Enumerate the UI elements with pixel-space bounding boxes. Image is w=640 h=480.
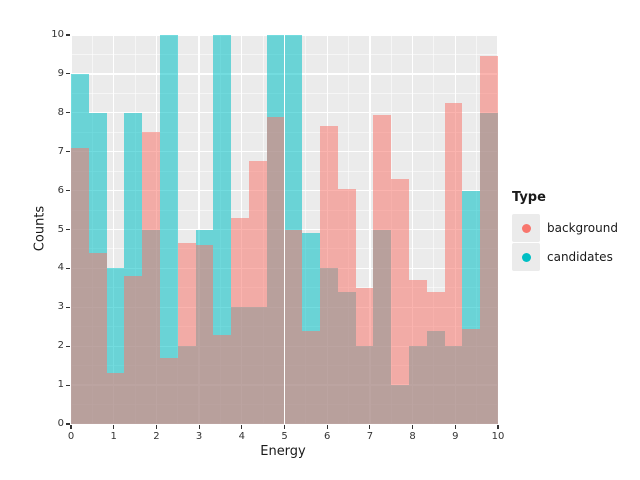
background-swatch-icon	[521, 223, 531, 233]
bar-background-bin14	[302, 330, 321, 424]
gridline-major-x	[411, 35, 414, 424]
y-tick-label: 3	[57, 301, 64, 313]
y-tickmark	[66, 34, 70, 36]
y-tick-label: 6	[57, 184, 64, 196]
x-tickmark	[155, 425, 157, 429]
x-tickmark	[113, 425, 115, 429]
bar-background-bin2	[88, 252, 107, 424]
y-tick-label: 1	[57, 379, 64, 391]
y-tickmark	[66, 423, 70, 425]
y-tickmark	[66, 267, 70, 269]
x-tick-label: 9	[452, 431, 459, 442]
x-tickmark	[369, 425, 371, 429]
bar-background-bin18	[373, 114, 392, 424]
gridline-major-x	[283, 35, 286, 424]
candidates-swatch-icon	[521, 252, 531, 262]
bar-background-bin17	[355, 287, 374, 424]
legend-item-candidates: candidates	[512, 243, 613, 271]
x-tick-label: 0	[67, 431, 75, 442]
x-tick-label: 4	[238, 431, 245, 442]
bar-background-bin19	[391, 178, 410, 424]
bar-background-bin5	[142, 132, 160, 424]
x-tick-label: 6	[324, 431, 331, 442]
x-tick-label: 2	[153, 431, 160, 442]
bar-background-bin12	[266, 116, 285, 424]
x-tickmark	[70, 425, 72, 429]
y-tickmark	[66, 384, 70, 386]
legend-label-background: background	[547, 221, 618, 235]
bar-background-bin22	[444, 103, 463, 424]
legend: Type background candidates	[512, 190, 618, 272]
y-tickmark	[66, 112, 70, 114]
x-tickmark	[198, 425, 200, 429]
bar-background-bin9	[213, 334, 232, 424]
bar-background-bin16	[337, 188, 356, 424]
legend-title: Type	[512, 190, 546, 205]
y-tickmark	[66, 228, 70, 231]
bar-background-bin4	[124, 276, 143, 424]
y-tick-label: 5	[57, 223, 64, 235]
x-tick-label: 5	[281, 431, 288, 442]
gridline-minor-x	[177, 35, 179, 424]
bar-background-bin8	[195, 245, 214, 424]
x-tick-label: 3	[195, 431, 203, 442]
x-tickmark	[283, 425, 286, 429]
bar-candidates-bin9	[213, 35, 232, 424]
x-tickmark	[497, 425, 499, 429]
bar-background-bin6	[159, 357, 178, 424]
legend-item-background: background	[512, 214, 618, 242]
gridline-minor-x	[433, 35, 435, 424]
x-tick-label: 1	[110, 431, 117, 442]
bar-background-bin10	[231, 217, 249, 424]
y-tickmark	[66, 190, 70, 192]
gridline-major-x	[369, 35, 371, 424]
bar-background-bin13	[284, 229, 303, 424]
y-tick-label: 2	[57, 340, 64, 352]
y-tick-label: 0	[57, 418, 64, 429]
plot-panel	[71, 35, 498, 424]
gridline-minor-x	[305, 35, 307, 424]
y-tickmark	[66, 73, 70, 75]
x-axis-title: Energy	[260, 444, 306, 459]
bar-background-bin21	[426, 291, 445, 424]
y-tickmark	[66, 345, 70, 347]
bar-background-bin7	[177, 243, 196, 424]
y-tickmark	[66, 151, 70, 153]
x-tickmark	[241, 425, 243, 429]
bar-candidates-bin6	[159, 35, 178, 424]
y-tick-label: 7	[57, 145, 64, 157]
bar-background-bin23	[462, 328, 481, 424]
y-tick-label: 4	[57, 262, 64, 274]
y-axis-title: Counts	[32, 205, 48, 252]
gridline-major-x	[113, 35, 115, 424]
x-tick-label: 10	[491, 431, 505, 442]
x-tick-label: 8	[409, 431, 416, 442]
bar-background-bin1	[71, 147, 89, 424]
x-tickmark	[326, 425, 328, 429]
bar-background-bin20	[409, 280, 427, 424]
bar-background-bin24	[480, 56, 498, 424]
y-tickmark	[66, 306, 70, 308]
y-tick-label: 9	[57, 67, 64, 79]
bar-background-bin3	[106, 373, 125, 424]
bar-background-bin15	[320, 126, 338, 424]
x-tickmark	[412, 425, 414, 429]
x-tick-label: 7	[366, 431, 374, 442]
legend-label-candidates: candidates	[547, 250, 613, 264]
y-tick-label: 10	[51, 29, 64, 40]
bar-background-bin11	[248, 161, 267, 424]
x-tickmark	[454, 425, 456, 429]
y-tick-label: 8	[57, 106, 64, 118]
